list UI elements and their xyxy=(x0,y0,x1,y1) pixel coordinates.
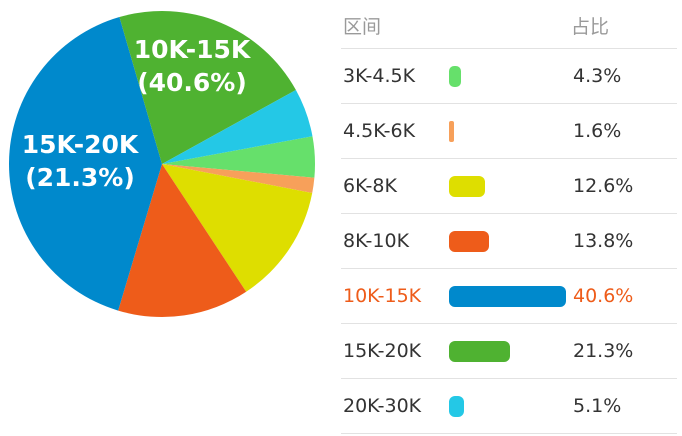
share-value: 21.3% xyxy=(573,340,634,362)
share-bar xyxy=(449,396,464,417)
range-label: 20K-30K xyxy=(343,395,422,417)
pie-slice-4.5k-6k xyxy=(162,164,315,194)
table-row: 15K-20K 21.3% xyxy=(341,324,677,379)
pie-slice-10k-15k xyxy=(9,17,162,311)
pie-slice-20k-30k xyxy=(162,89,313,164)
pie-slice-15k-20k xyxy=(119,11,296,165)
share-bar xyxy=(449,231,489,252)
range-label: 10K-15K xyxy=(343,285,422,307)
pie-slice-6k-8k xyxy=(162,164,313,292)
share-value: 1.6% xyxy=(573,120,622,142)
pie-chart: 10K-15K (40.6%) 15K-20K (21.3%) xyxy=(9,11,315,318)
share-bar xyxy=(449,176,486,197)
share-value: 5.1% xyxy=(573,395,622,417)
legend-table: 区间 占比 3K-4.5K 4.3% 4.5K-6K 1.6% 6K-8K 12.6% 8K… xyxy=(341,0,677,434)
table-row: 3K-4.5K 4.3% xyxy=(341,49,677,104)
share-value: 13.8% xyxy=(573,230,634,252)
table-row: 10K-15K 40.6% xyxy=(341,269,677,324)
share-bar xyxy=(449,66,462,87)
table-row: 20K-30K 5.1% xyxy=(341,379,677,434)
range-label: 4.5K-6K xyxy=(343,120,416,142)
table-body: 3K-4.5K 4.3% 4.5K-6K 1.6% 6K-8K 12.6% 8K-10K 13… xyxy=(341,49,677,434)
table-row: 4.5K-6K 1.6% xyxy=(341,104,677,159)
share-value: 40.6% xyxy=(573,285,634,307)
range-label: 8K-10K xyxy=(343,230,410,252)
header-share: 占比 xyxy=(571,16,610,38)
range-label: 6K-8K xyxy=(343,175,397,197)
table-row: 8K-10K 13.8% xyxy=(341,214,677,269)
pie-slice-label: 15K-20K xyxy=(22,130,140,159)
pie-slice-8k-10k xyxy=(118,164,247,318)
share-value: 12.6% xyxy=(573,175,634,197)
share-bar xyxy=(449,121,454,142)
share-bar xyxy=(449,286,566,307)
table-header: 区间 占比 xyxy=(341,0,677,49)
table-row: 6K-8K 12.6% xyxy=(341,159,677,214)
range-label: 15K-20K xyxy=(343,340,422,362)
pie-slice-label: (40.6%) xyxy=(137,68,247,97)
pie-slice-3k-4.5k xyxy=(162,136,315,178)
share-value: 4.3% xyxy=(573,65,622,87)
pie-slice-label: 10K-15K xyxy=(134,35,252,64)
header-range: 区间 xyxy=(343,16,382,38)
share-bar xyxy=(449,341,511,362)
pie-slice-label: (21.3%) xyxy=(25,163,135,192)
range-label: 3K-4.5K xyxy=(343,65,416,87)
